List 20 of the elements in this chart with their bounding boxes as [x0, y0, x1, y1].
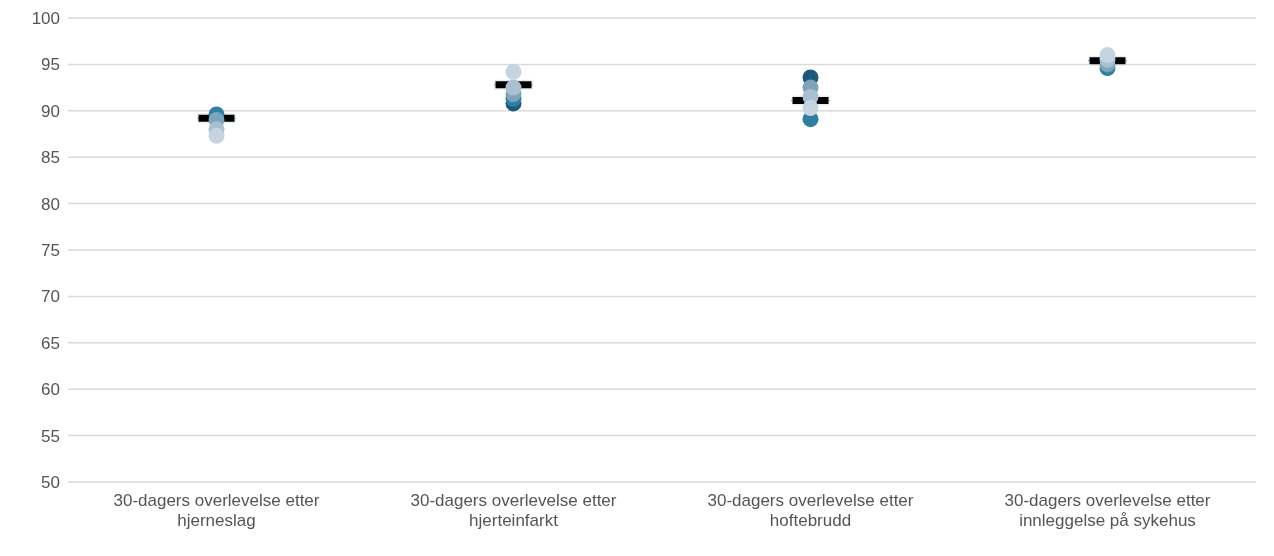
y-tick-label: 65 — [41, 333, 60, 353]
x-tick-label: 30-dagers overlevelse etter hjerteinfarkt — [410, 491, 617, 530]
point — [802, 100, 819, 117]
point — [505, 79, 522, 96]
y-tick-label: 85 — [41, 148, 60, 168]
point — [208, 127, 225, 144]
x-tick-label: 30-dagers overlevelse etter hjerneslag — [113, 491, 320, 530]
y-tick-label: 100 — [31, 9, 60, 29]
y-tick-label: 70 — [41, 287, 60, 307]
x-tick-label: 30-dagers overlevelse etter innleggelse på sykehus — [1004, 491, 1211, 530]
x-tick-label: 30-dagers overlevelse etter hoftebrudd — [707, 491, 914, 530]
y-tick-label: 50 — [41, 473, 60, 493]
y-tick-label: 55 — [41, 426, 60, 446]
y-tick-label: 75 — [41, 241, 60, 261]
y-tick-label: 95 — [41, 55, 60, 75]
y-tick-label: 90 — [41, 101, 60, 121]
point — [1099, 47, 1116, 64]
y-tick-label: 80 — [41, 194, 60, 214]
point — [505, 63, 522, 80]
y-tick-label: 60 — [41, 380, 60, 400]
